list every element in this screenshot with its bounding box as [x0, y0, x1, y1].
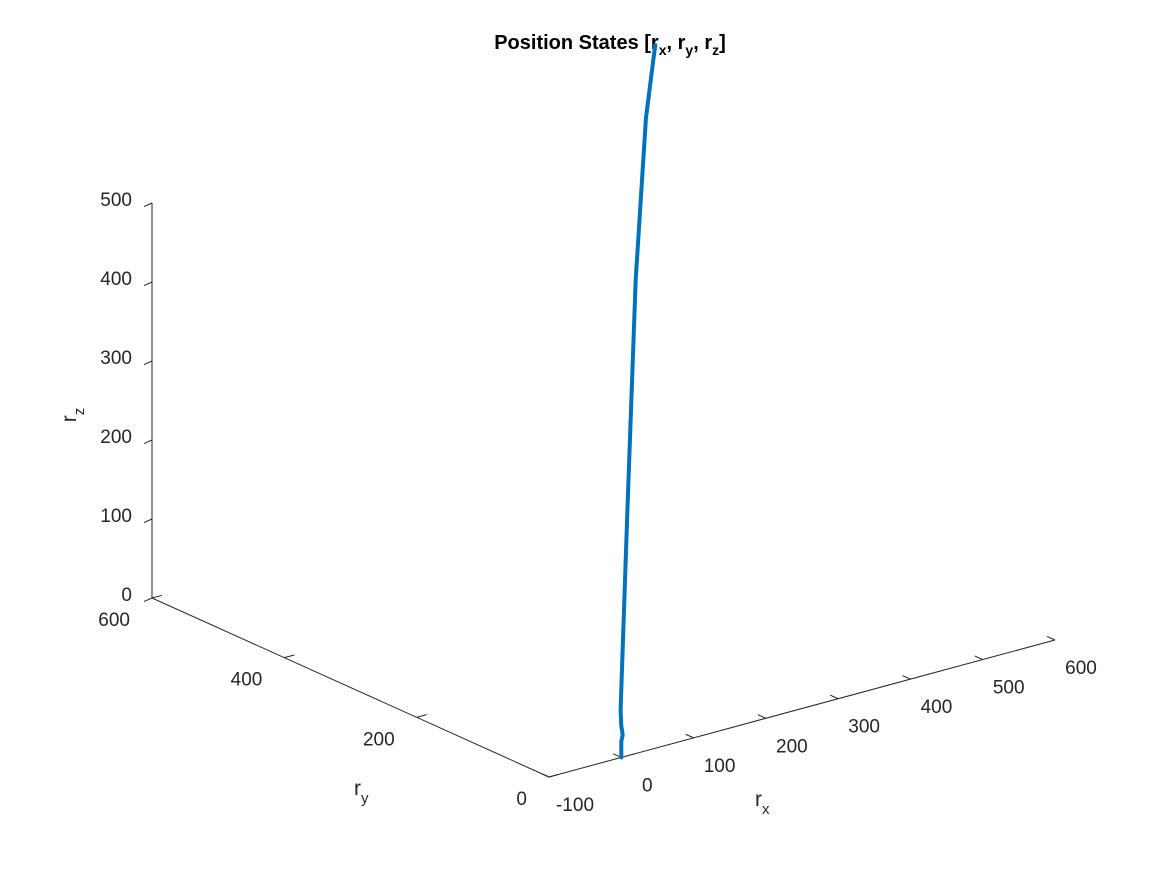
x-tick-mark	[974, 655, 983, 661]
x-axis-label: rx	[755, 788, 770, 818]
z-tick-mark	[143, 202, 153, 208]
z-tick-label: 200	[100, 427, 132, 448]
z-tick-label: 100	[100, 506, 132, 527]
z-axis-label: rz	[58, 408, 88, 423]
x-tick-mark	[902, 675, 911, 680]
series-line-trajectory	[618, 43, 658, 760]
z-tick-mark	[143, 518, 153, 524]
y-tick-mark	[284, 654, 295, 659]
x-axis-line	[548, 639, 1056, 778]
z-tick-label: 400	[100, 269, 132, 290]
z-tick-mark	[143, 281, 153, 287]
x-tick-mark	[1046, 635, 1056, 641]
x-tick-label: 400	[921, 697, 953, 718]
x-tick-label: 100	[704, 756, 736, 777]
x-tick-mark	[757, 714, 767, 719]
y-tick-label: 200	[363, 729, 395, 750]
x-tick-label: 300	[848, 717, 880, 738]
series-group	[618, 43, 658, 760]
z-tick-mark	[143, 597, 153, 603]
y-tick-mark	[416, 714, 427, 718]
y-tick-label: 600	[98, 610, 130, 631]
x-tick-mark	[540, 772, 550, 778]
y-axis-line	[151, 597, 550, 778]
z-tick-label: 0	[121, 585, 132, 606]
y-tick-mark	[548, 773, 560, 778]
x-tick-mark	[685, 733, 694, 739]
y-tick-label: 400	[231, 670, 263, 691]
x-tick-label: 200	[776, 736, 808, 757]
x-tick-label: 0	[642, 775, 653, 796]
y-tick-label: 0	[516, 789, 527, 810]
x-tick-label: 600	[1065, 658, 1097, 679]
z-tick-mark	[143, 439, 153, 445]
tick-group: -100 0 100 200 300 400 500 600 0 200 400 600 0 100 200…	[98, 190, 1097, 816]
z-tick-mark	[143, 360, 153, 366]
y-tick-mark	[151, 594, 163, 599]
y-axis-label: ry	[354, 777, 369, 807]
x-tick-label: -100	[556, 795, 594, 816]
z-tick-label: 500	[100, 190, 132, 211]
z-tick-label: 300	[100, 348, 132, 369]
x-tick-label: 500	[993, 678, 1025, 699]
chart-title: Position States [rx, ry, rz]	[494, 32, 726, 58]
x-tick-mark	[829, 694, 839, 700]
